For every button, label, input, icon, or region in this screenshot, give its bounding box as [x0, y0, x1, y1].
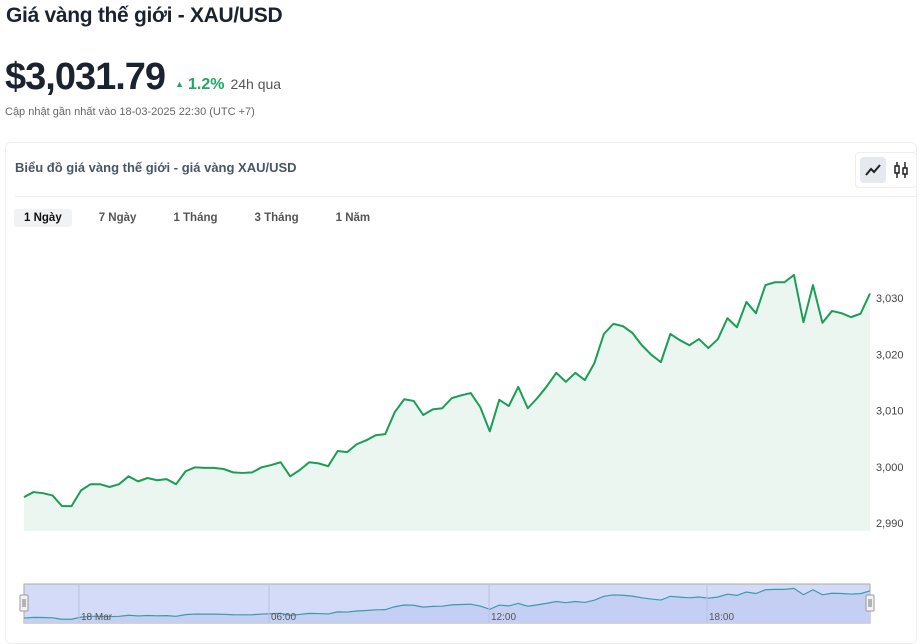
- price-change: ▲ 1.2%: [175, 76, 224, 94]
- change-period: 24h qua: [230, 76, 282, 92]
- current-price: $3,031.79: [5, 56, 166, 98]
- divider: [15, 196, 916, 197]
- page-title: Giá vàng thế giới - XAU/USD: [6, 4, 283, 27]
- chart-title: Biểu đồ giá vàng thế giới - giá vàng XAU…: [15, 160, 297, 175]
- range-tabs: 1 Ngày 7 Ngày 1 Tháng 3 Tháng 1 Năm: [14, 209, 397, 227]
- chart-type-toggle: [855, 152, 917, 188]
- tab-1-day[interactable]: 1 Ngày: [14, 209, 72, 227]
- price-row: $3,031.79 ▲ 1.2% 24h qua: [5, 56, 281, 99]
- tab-3-months[interactable]: 3 Tháng: [254, 212, 299, 224]
- tab-7-days[interactable]: 7 Ngày: [98, 212, 137, 224]
- arrow-up-icon: ▲: [175, 79, 184, 89]
- candlestick-icon: [894, 162, 908, 178]
- tab-1-year[interactable]: 1 Năm: [335, 212, 371, 224]
- line-chart-icon: [865, 164, 881, 176]
- tab-1-month[interactable]: 1 Tháng: [173, 212, 218, 224]
- change-percent: 1.2%: [187, 76, 225, 93]
- line-chart-button[interactable]: [860, 157, 886, 183]
- chart-card: Biểu đồ giá vàng thế giới - giá vàng XAU…: [5, 142, 917, 644]
- candlestick-button[interactable]: [888, 157, 914, 183]
- last-updated: Cập nhật gần nhất vào 18-03-2025 22:30 (…: [5, 106, 255, 118]
